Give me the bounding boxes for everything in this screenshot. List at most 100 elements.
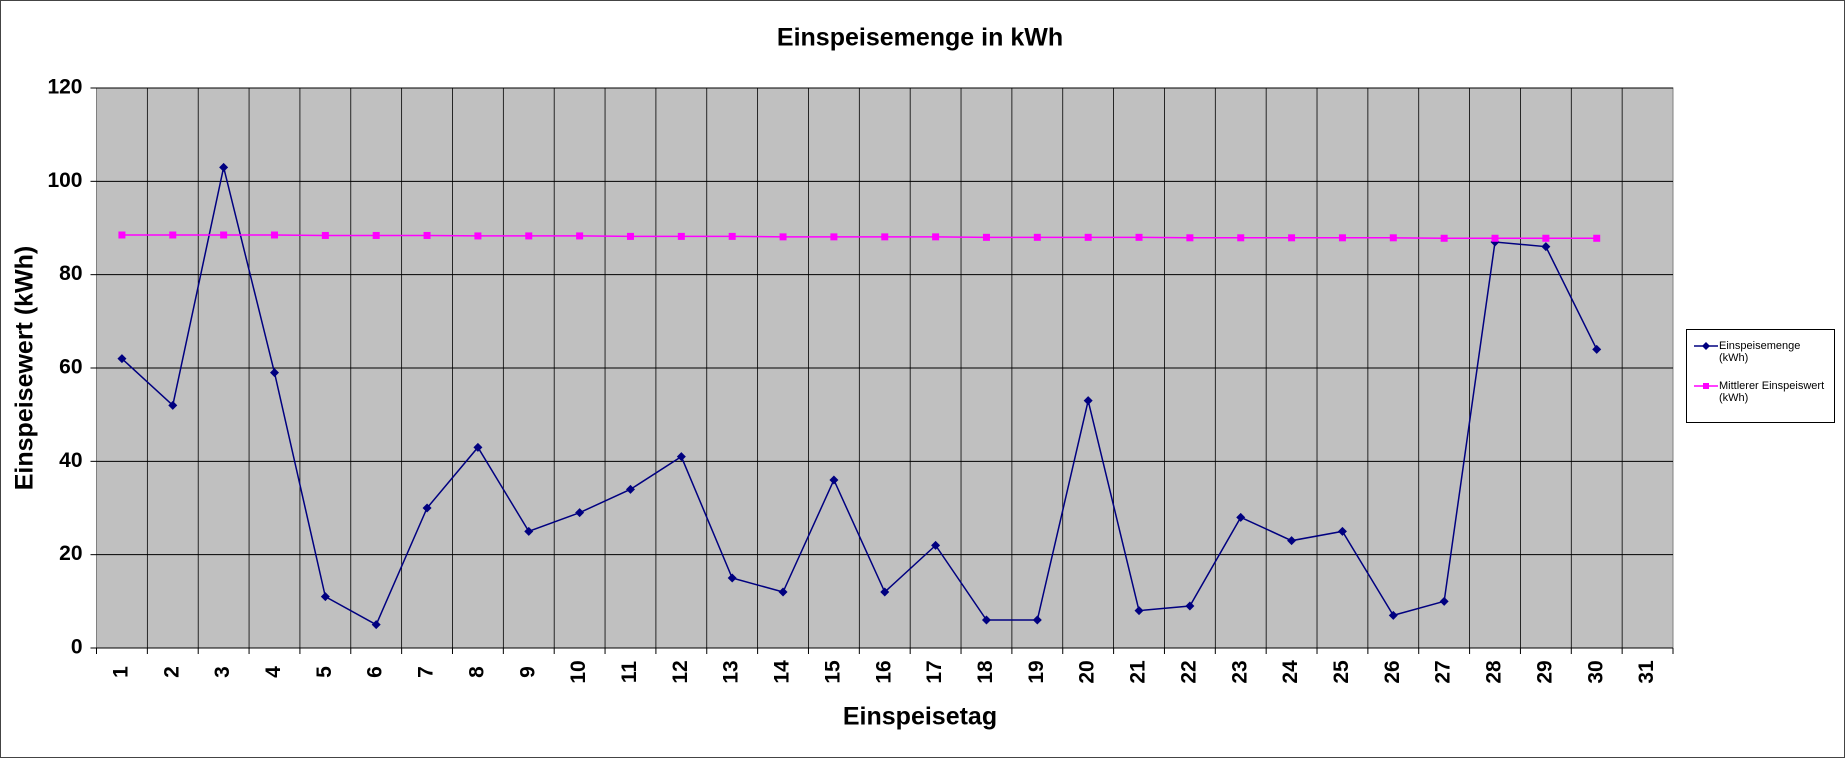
x-tick-label: 23 <box>1228 660 1251 683</box>
point <box>575 508 585 518</box>
point <box>1439 596 1449 606</box>
legend-swatch <box>1694 383 1718 389</box>
legend-marker <box>1702 342 1710 350</box>
point <box>778 587 788 597</box>
x-tick-label: 17 <box>923 660 946 683</box>
x-tick-label: 16 <box>872 660 895 683</box>
point <box>1389 234 1397 242</box>
point <box>117 354 127 364</box>
point <box>1237 234 1245 242</box>
point <box>1134 606 1144 616</box>
point <box>931 540 941 550</box>
x-tick-label: 2 <box>160 666 183 678</box>
point <box>727 573 737 583</box>
x-tick-label: 1 <box>109 666 132 678</box>
legend-swatch <box>1694 342 1718 350</box>
point <box>1135 233 1143 241</box>
point <box>1287 536 1297 546</box>
x-tick-label: 5 <box>313 666 336 678</box>
point <box>372 231 380 239</box>
point <box>524 526 534 536</box>
point <box>1186 234 1194 242</box>
y-tick-label: 100 <box>47 169 82 192</box>
x-tick-label: 9 <box>516 666 539 678</box>
series-line <box>121 167 1598 626</box>
point <box>676 452 686 462</box>
point <box>981 615 991 625</box>
x-tick-label: 12 <box>669 660 692 683</box>
x-tick-label: 22 <box>1177 660 1200 683</box>
point <box>1236 512 1246 522</box>
legend-marker <box>1703 383 1709 389</box>
x-tick-label: 13 <box>720 660 743 683</box>
x-tick-label: 15 <box>821 660 844 684</box>
x-tick-label: 24 <box>1279 660 1302 684</box>
x-tick-label: 25 <box>1330 660 1353 684</box>
point <box>371 620 381 630</box>
y-tick-label: 40 <box>59 449 82 472</box>
x-tick-label: 10 <box>567 660 590 683</box>
x-tick-label: 11 <box>618 661 641 684</box>
x-tick-label: 6 <box>364 666 387 678</box>
point <box>1592 344 1602 354</box>
x-tick-label: 31 <box>1635 660 1658 684</box>
x-tick-label: 21 <box>1127 660 1150 684</box>
x-tick-label: 8 <box>465 666 488 678</box>
point <box>320 592 330 602</box>
point <box>422 503 432 513</box>
point <box>982 233 990 241</box>
point <box>1084 233 1092 241</box>
y-tick-label: 20 <box>59 542 82 565</box>
x-tick-label: 30 <box>1584 660 1607 683</box>
x-tick-label: 3 <box>211 666 234 678</box>
legend-label: Mittlerer Einspeiswert (kWh) <box>1719 380 1825 404</box>
point <box>168 400 178 410</box>
point <box>474 232 482 240</box>
point <box>1337 526 1347 536</box>
point <box>1083 396 1093 406</box>
legend-item: Einspeisemenge (kWh) <box>1693 340 1829 364</box>
point <box>625 484 635 494</box>
point <box>932 233 940 241</box>
x-tick-label: 26 <box>1381 660 1404 683</box>
y-tick-label: 60 <box>59 356 82 379</box>
point <box>1541 242 1551 252</box>
point <box>1032 615 1042 625</box>
legend-label: Einspeisemenge (kWh) <box>1719 340 1801 364</box>
legend: Einspeisemenge (kWh) Mittlerer Einspeiswe… <box>1686 329 1835 423</box>
x-tick-label: 19 <box>1025 660 1048 683</box>
point <box>525 232 533 240</box>
point <box>1542 234 1550 242</box>
x-tick-label: 20 <box>1076 660 1099 683</box>
point <box>1338 234 1346 242</box>
point <box>118 231 126 239</box>
point <box>829 475 839 485</box>
point <box>880 587 890 597</box>
series-line <box>121 234 1597 240</box>
point <box>269 368 279 378</box>
point <box>219 162 229 172</box>
legend-item: Mittlerer Einspeiswert (kWh) <box>1693 380 1829 404</box>
point <box>1388 610 1398 620</box>
point <box>473 442 483 452</box>
point <box>321 231 329 239</box>
y-tick-label: 0 <box>71 636 83 659</box>
point <box>677 232 685 240</box>
chart-title: Einspeisemenge in kWh <box>777 24 1063 52</box>
point <box>1288 234 1296 242</box>
y-axis-title: Einspeisewert (kWh) <box>11 246 39 491</box>
point <box>169 231 177 239</box>
x-tick-label: 18 <box>974 660 997 684</box>
x-tick-label: 7 <box>415 666 438 678</box>
point <box>1593 234 1601 242</box>
point <box>270 231 278 239</box>
x-tick-label: 4 <box>262 666 285 678</box>
x-axis-title: Einspeisetag <box>843 703 997 731</box>
x-tick-label: 29 <box>1533 660 1556 683</box>
x-tick-label: 14 <box>771 660 794 684</box>
point <box>728 232 736 240</box>
x-tick-label: 27 <box>1432 660 1455 683</box>
y-tick-label: 80 <box>59 262 82 285</box>
